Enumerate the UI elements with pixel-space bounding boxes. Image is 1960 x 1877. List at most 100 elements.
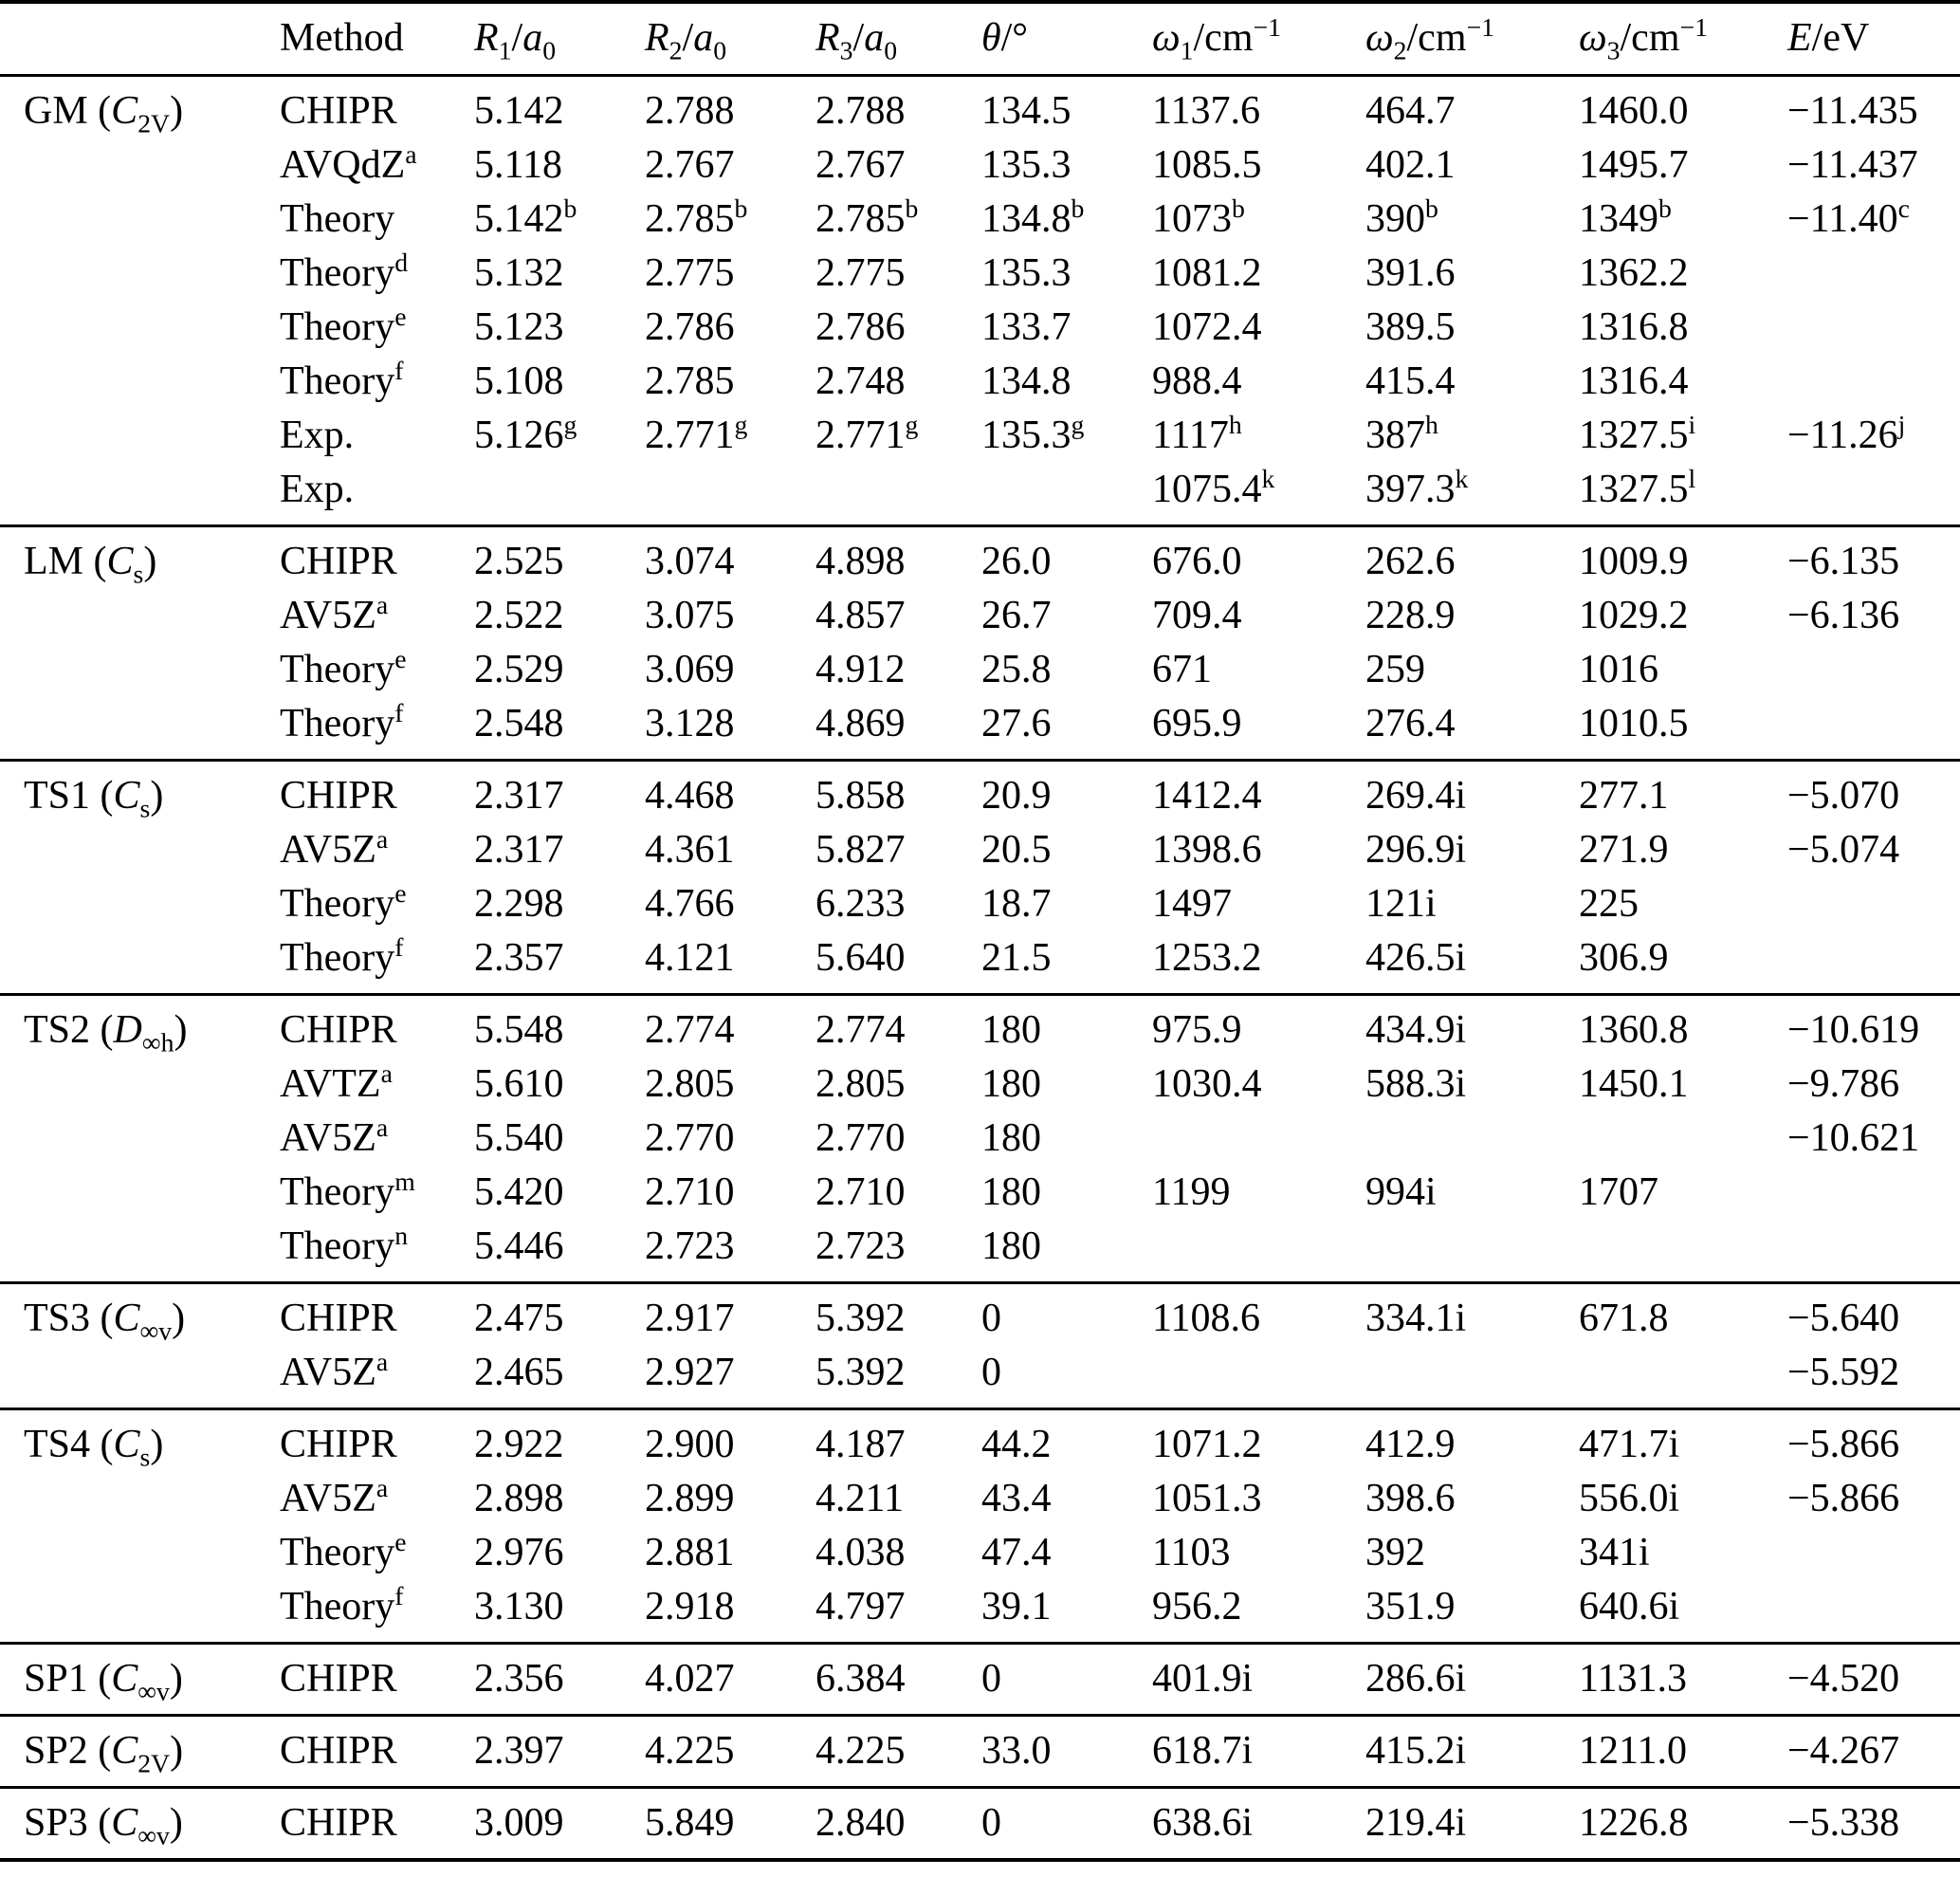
value-cell: 2.775 <box>815 251 906 295</box>
value-cell: 2.475 <box>474 1297 564 1340</box>
value-cell: 638.6i <box>1152 1801 1254 1845</box>
value-cell <box>1579 1346 1787 1409</box>
value-cell: 296.9i <box>1365 828 1467 872</box>
table-row: Theorye 5.123 2.786 2.786 133.7 1072.4 389.5 13… <box>0 301 1960 355</box>
value-cell: 180 <box>981 1170 1041 1214</box>
value-cell: 2.788 <box>645 89 735 133</box>
value-cell: 276.4 <box>1365 702 1456 745</box>
value-cell <box>981 463 1152 526</box>
table-row: Theorye 2.298 4.766 6.233 18.7 1497 121i 225 <box>0 877 1960 931</box>
method-cell: AV5Za <box>280 1113 389 1160</box>
method-cell: Theorym <box>280 1167 415 1214</box>
method-cell: AVTZa <box>280 1058 393 1106</box>
group-label: TS1 (Cs) <box>24 774 164 823</box>
value-cell: 1103 <box>1152 1531 1231 1574</box>
value-cell: 2.317 <box>474 828 564 872</box>
value-cell <box>815 463 981 526</box>
group-label-spacer <box>0 1166 280 1220</box>
value-cell: 398.6 <box>1365 1477 1456 1520</box>
value-cell: 1316.4 <box>1579 359 1689 403</box>
value-cell: 3.130 <box>474 1585 564 1629</box>
method-cell: Exp. <box>280 414 355 457</box>
value-cell: 3.128 <box>645 702 735 745</box>
value-cell: 2.723 <box>645 1224 735 1268</box>
value-cell: 180 <box>981 1008 1041 1052</box>
value-cell: 4.187 <box>815 1423 906 1466</box>
table-row: AV5Za 5.540 2.770 2.770 180 −10.621 <box>0 1112 1960 1166</box>
table-row: SP2 (C2V) CHIPR 2.397 4.225 4.225 33.0 618.7i 4… <box>0 1716 1960 1788</box>
value-cell <box>1365 1112 1579 1166</box>
group-label-spacer <box>0 138 280 193</box>
value-cell: 2.805 <box>815 1062 906 1106</box>
column-header: R3/a0 <box>815 16 898 65</box>
method-cell: Theorye <box>280 644 407 691</box>
method-cell: CHIPR <box>280 1801 397 1845</box>
value-cell: 2.918 <box>645 1585 735 1629</box>
value-cell: −9.786 <box>1787 1062 1900 1106</box>
value-cell: 44.2 <box>981 1423 1052 1466</box>
group-label-spacer <box>0 463 280 526</box>
value-cell: 464.7 <box>1365 89 1456 133</box>
value-cell: 4.797 <box>815 1585 906 1629</box>
value-cell: 1009.9 <box>1579 540 1689 583</box>
value-cell: 2.522 <box>474 594 564 637</box>
value-cell: 135.3 <box>981 143 1072 187</box>
table-row: Theoryf 2.548 3.128 4.869 27.6 695.9 276.4 1010… <box>0 697 1960 761</box>
value-cell <box>474 463 645 526</box>
value-cell: 0 <box>981 1297 1001 1340</box>
table-row: AV5Za 2.465 2.927 5.392 0 −5.592 <box>0 1346 1960 1409</box>
table-row: TS1 (Cs) CHIPR 2.317 4.468 5.858 20.9 1412.4 26… <box>0 761 1960 824</box>
method-cell: Theoryf <box>280 932 404 980</box>
table-row: Theoryn 5.446 2.723 2.723 180 <box>0 1220 1960 1283</box>
value-cell: 392 <box>1365 1531 1425 1574</box>
value-cell: 134.8 <box>981 359 1072 403</box>
group-label-spacer <box>0 877 280 931</box>
value-cell: −5.592 <box>1787 1351 1900 1394</box>
value-cell: 709.4 <box>1152 594 1242 637</box>
value-cell: −10.621 <box>1787 1116 1920 1160</box>
value-cell: 133.7 <box>981 305 1072 349</box>
value-cell: 228.9 <box>1365 594 1456 637</box>
value-cell: 1253.2 <box>1152 936 1262 980</box>
table-row: TS4 (Cs) CHIPR 2.922 2.900 4.187 44.2 1071.2 41… <box>0 1409 1960 1473</box>
group-label-spacer <box>0 1112 280 1166</box>
column-header: Method <box>280 16 404 60</box>
value-cell: 219.4i <box>1365 1801 1467 1845</box>
value-cell: 1108.6 <box>1152 1297 1260 1340</box>
value-cell: −5.866 <box>1787 1477 1900 1520</box>
value-cell: 671 <box>1152 648 1212 691</box>
value-cell <box>1787 247 1960 301</box>
value-cell: 1412.4 <box>1152 774 1262 818</box>
group-label-spacer <box>0 931 280 995</box>
value-cell: 4.027 <box>645 1657 735 1701</box>
method-cell: CHIPR <box>280 540 397 583</box>
value-cell: 225 <box>1579 882 1639 926</box>
value-cell: 2.899 <box>645 1477 735 1520</box>
value-cell: 2.529 <box>474 648 564 691</box>
value-cell: 640.6i <box>1579 1585 1680 1629</box>
group-label: SP2 (C2V) <box>24 1729 184 1778</box>
method-cell: CHIPR <box>280 89 397 133</box>
value-cell: 5.392 <box>815 1297 906 1340</box>
value-cell: 259 <box>1365 648 1425 691</box>
group-label-spacer <box>0 589 280 643</box>
method-cell: CHIPR <box>280 1729 397 1773</box>
value-cell: 25.8 <box>981 648 1052 691</box>
value-cell: 20.9 <box>981 774 1052 818</box>
group-label: TS4 (Cs) <box>24 1423 164 1472</box>
value-cell: 121i <box>1365 882 1437 926</box>
value-cell: 2.786 <box>645 305 735 349</box>
table-row: AV5Za 2.317 4.361 5.827 20.5 1398.6 296.9i 271.… <box>0 823 1960 877</box>
value-cell: 1029.2 <box>1579 594 1689 637</box>
method-cell: Theorye <box>280 302 407 349</box>
value-cell: 134.5 <box>981 89 1072 133</box>
value-cell <box>1579 1220 1787 1283</box>
value-cell <box>1152 1346 1365 1409</box>
value-cell: 1362.2 <box>1579 251 1689 295</box>
table-row: Theoryf 5.108 2.785 2.748 134.8 988.4 415.4 131… <box>0 355 1960 409</box>
value-cell: 695.9 <box>1152 702 1242 745</box>
table-row: Theoryd 5.132 2.775 2.775 135.3 1081.2 391.6 13… <box>0 247 1960 301</box>
value-cell: −5.338 <box>1787 1801 1900 1845</box>
value-cell <box>1365 1220 1579 1283</box>
value-cell: 426.5i <box>1365 936 1467 980</box>
